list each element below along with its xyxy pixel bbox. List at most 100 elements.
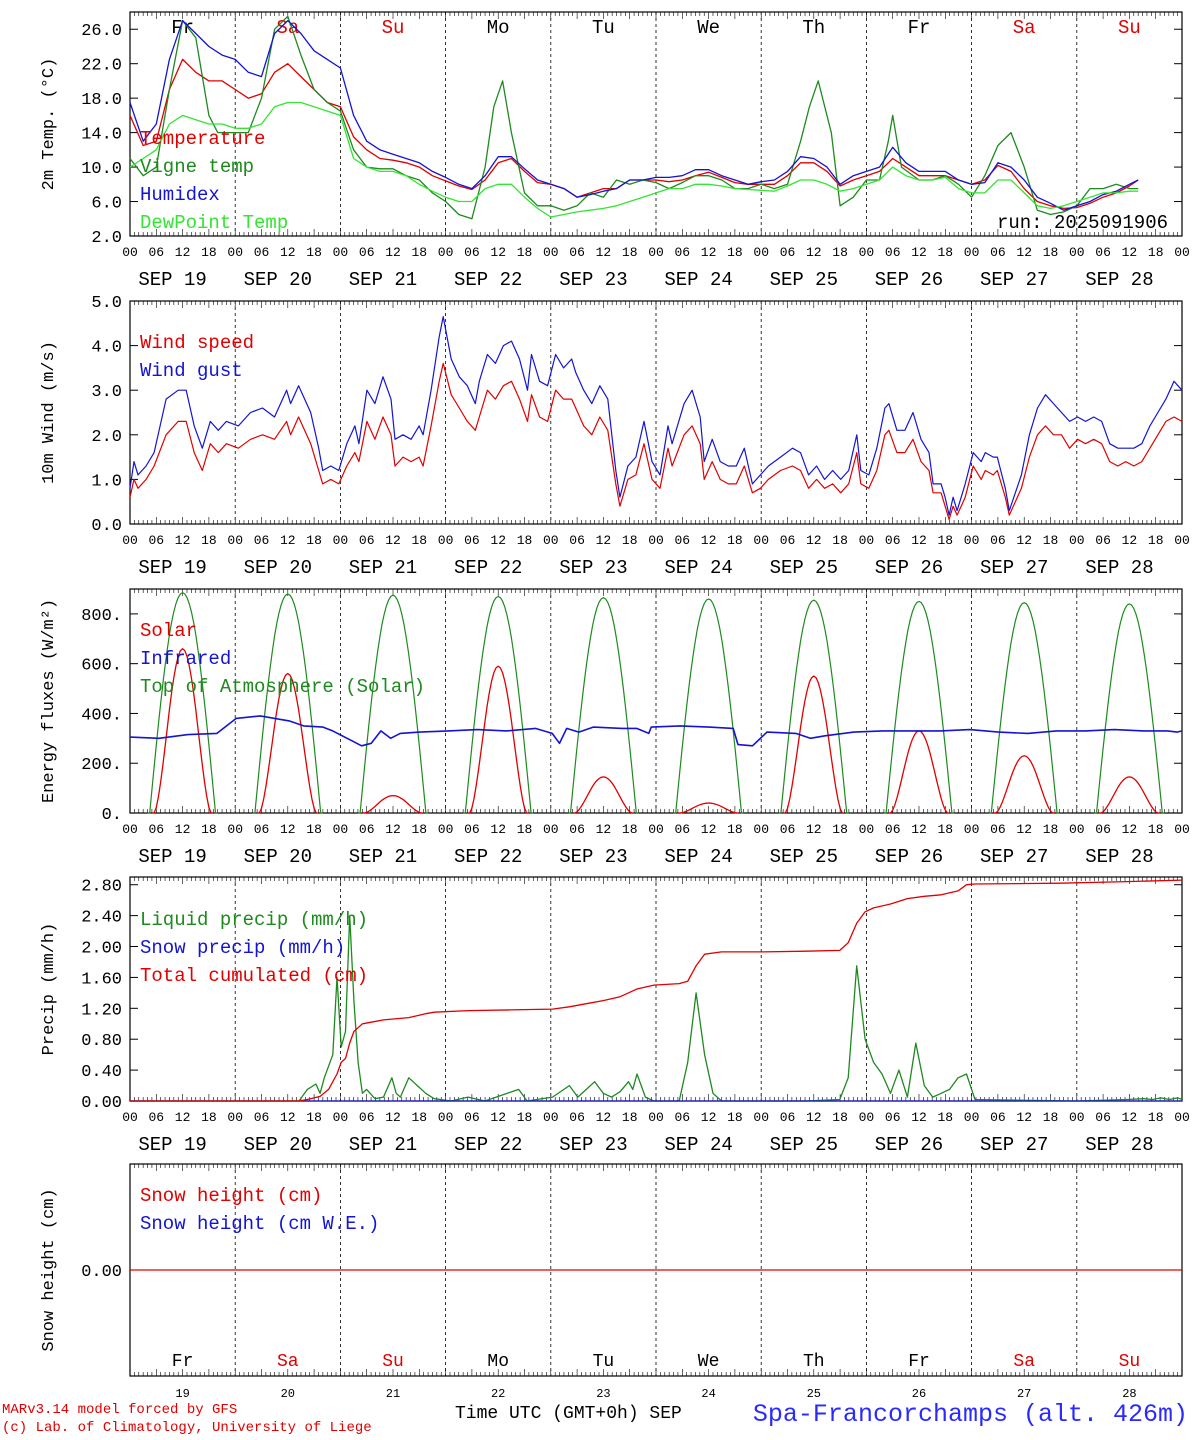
date-label: SEP 21 xyxy=(349,269,417,291)
hour-tick-label: 00 xyxy=(753,1110,769,1125)
hour-tick-label: 00 xyxy=(227,822,243,837)
hour-tick-label: 00 xyxy=(438,822,454,837)
day-name-label: Mo xyxy=(487,1352,509,1372)
hour-tick-label: 12 xyxy=(806,245,822,260)
date-label: SEP 22 xyxy=(454,269,522,291)
y-tick-label: 2.0 xyxy=(91,229,122,248)
hour-tick-label: 18 xyxy=(1043,1110,1059,1125)
hour-tick-label: 00 xyxy=(1174,245,1190,260)
hour-tick-label: 06 xyxy=(1095,245,1111,260)
hour-tick-label: 12 xyxy=(490,822,506,837)
hour-tick-label: 06 xyxy=(885,822,901,837)
hour-tick-label: 00 xyxy=(859,245,875,260)
hour-tick-label: 12 xyxy=(280,822,296,837)
hour-tick-label: 12 xyxy=(175,822,191,837)
hour-tick-label: 18 xyxy=(517,533,533,548)
hour-tick-label: 06 xyxy=(148,245,164,260)
date-label: SEP 24 xyxy=(664,557,732,579)
date-number-label: 28 xyxy=(1122,1387,1136,1401)
model-label: MARv3.14 model forced by GFS xyxy=(2,1402,238,1418)
day-name-label: Su xyxy=(382,17,405,39)
hour-tick-label: 12 xyxy=(385,245,401,260)
date-label: SEP 23 xyxy=(559,557,627,579)
hour-tick-label: 18 xyxy=(937,822,953,837)
legend-entry: Top of Atmosphere (Solar) xyxy=(140,676,425,698)
hour-tick-label: 18 xyxy=(201,533,217,548)
hour-tick-label: 06 xyxy=(1095,1110,1111,1125)
day-name-label: Mo xyxy=(487,17,510,39)
legend-entry: Total cumulated (cm) xyxy=(140,965,368,987)
hour-tick-label: 06 xyxy=(885,1110,901,1125)
hour-tick-label: 06 xyxy=(148,1110,164,1125)
day-name-label: Th xyxy=(803,1352,825,1372)
hour-tick-label: 06 xyxy=(885,533,901,548)
hour-tick-label: 06 xyxy=(674,245,690,260)
hour-tick-label: 06 xyxy=(464,245,480,260)
hour-tick-label: 12 xyxy=(806,533,822,548)
solar-curve xyxy=(151,647,214,814)
date-label: SEP 21 xyxy=(349,557,417,579)
date-label: SEP 25 xyxy=(770,557,838,579)
y-tick-label: 0.00 xyxy=(81,1094,122,1113)
date-label: SEP 19 xyxy=(138,846,206,868)
y-tick-label: 10.0 xyxy=(81,160,122,179)
hour-tick-label: 12 xyxy=(280,245,296,260)
day-name-label: Sa xyxy=(277,1352,299,1372)
hour-tick-label: 06 xyxy=(464,822,480,837)
hour-tick-label: 12 xyxy=(1016,533,1032,548)
date-number-label: 24 xyxy=(701,1387,715,1401)
hour-tick-label: 18 xyxy=(517,245,533,260)
date-label: SEP 22 xyxy=(454,1134,522,1156)
hour-tick-label: 12 xyxy=(1016,245,1032,260)
y-tick-label: 2.80 xyxy=(81,878,122,897)
hour-tick-label: 06 xyxy=(254,822,270,837)
toa-solar-curve xyxy=(989,602,1060,814)
panel-1 xyxy=(129,11,1183,237)
hour-tick-label: 00 xyxy=(964,245,980,260)
hour-tick-label: 00 xyxy=(859,1110,875,1125)
hour-tick-label: 18 xyxy=(306,822,322,837)
hour-tick-label: 00 xyxy=(122,822,138,837)
hour-tick-label: 12 xyxy=(385,533,401,548)
hour-tick-label: 18 xyxy=(937,533,953,548)
date-number-label: 26 xyxy=(912,1387,926,1401)
hour-tick-label: 12 xyxy=(280,533,296,548)
hour-tick-label: 00 xyxy=(964,822,980,837)
hour-tick-label: 12 xyxy=(911,533,927,548)
date-label: SEP 25 xyxy=(770,846,838,868)
hour-tick-label: 18 xyxy=(937,245,953,260)
hour-tick-label: 00 xyxy=(753,533,769,548)
hour-tick-label: 00 xyxy=(859,533,875,548)
series-line-humidex xyxy=(129,19,1139,211)
hour-tick-label: 12 xyxy=(490,1110,506,1125)
date-number-label: 19 xyxy=(175,1387,189,1401)
day-name-label: We xyxy=(698,1352,720,1372)
hour-tick-label: 06 xyxy=(569,822,585,837)
y-axis-label: Energy fluxes (W/m²) xyxy=(40,599,59,803)
date-number-label: 20 xyxy=(281,1387,295,1401)
legend-entry: Liquid precip (mm/h) xyxy=(140,909,368,931)
hour-tick-label: 06 xyxy=(569,245,585,260)
hour-tick-label: 06 xyxy=(254,245,270,260)
date-label: SEP 19 xyxy=(138,269,206,291)
y-tick-label: 4.0 xyxy=(91,339,122,358)
hour-tick-label: 06 xyxy=(359,822,375,837)
day-name-label: Fr xyxy=(908,17,931,39)
legend-entry: Snow height (cm) xyxy=(140,1185,322,1207)
date-number-label: 21 xyxy=(386,1387,400,1401)
hour-tick-label: 00 xyxy=(333,1110,349,1125)
hour-tick-label: 06 xyxy=(148,533,164,548)
hour-tick-label: 06 xyxy=(464,533,480,548)
y-axis-label: 10m Wind (m/s) xyxy=(40,341,59,484)
date-label: SEP 20 xyxy=(244,1134,312,1156)
day-name-label: Sa xyxy=(1013,17,1036,39)
hour-tick-label: 06 xyxy=(1095,822,1111,837)
hour-tick-label: 18 xyxy=(727,822,743,837)
hour-tick-label: 18 xyxy=(832,245,848,260)
hour-tick-label: 06 xyxy=(254,1110,270,1125)
hour-tick-label: 12 xyxy=(1122,533,1138,548)
legend-entry: Temperature xyxy=(140,128,265,150)
hour-tick-label: 00 xyxy=(227,533,243,548)
legend-entry: Wind speed xyxy=(140,332,254,354)
legend-entry: Wind gust xyxy=(140,360,243,382)
